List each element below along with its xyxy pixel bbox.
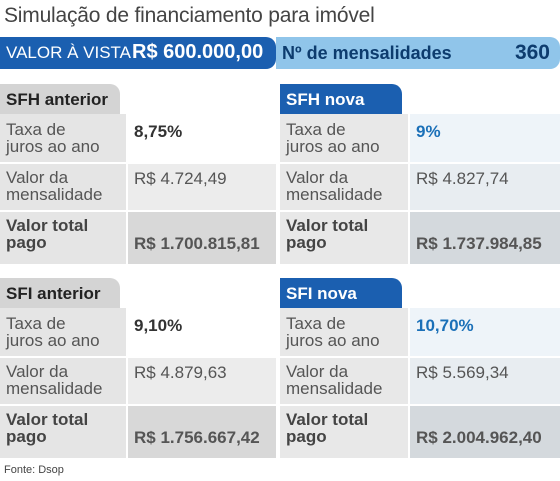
taxa-label: Taxa de juros ao ano xyxy=(0,114,126,162)
source-note: Fonte: Dsop xyxy=(4,464,64,476)
sfh-anterior-tab: SFH anterior xyxy=(0,84,120,114)
valor-a-vista-box: VALOR À VISTA R$ 600.000,00 xyxy=(0,37,276,69)
sfi-anterior-panel: SFI anterior Taxa de juros ao ano 9,10% … xyxy=(0,278,276,458)
sfi-anterior-mensalidade-row: Valor da mensalidade R$ 4.879,63 xyxy=(0,358,276,404)
sfh-nova-panel: SFH nova Taxa de juros ao ano 9% Valor d… xyxy=(280,84,560,264)
sfi-anterior-mensalidade-value: R$ 4.879,63 xyxy=(128,358,276,404)
sfh-nova-mensalidade-row: Valor da mensalidade R$ 4.827,74 xyxy=(280,164,560,210)
sfi-nova-total-row: Valor total pago R$ 2.004.962,40 xyxy=(280,406,560,458)
taxa-label: Taxa de juros ao ano xyxy=(280,308,408,356)
taxa-label: Taxa de juros ao ano xyxy=(280,114,408,162)
mensalidade-label: Valor da mensalidade xyxy=(0,358,126,404)
sfh-nova-taxa-row: Taxa de juros ao ano 9% xyxy=(280,114,560,162)
total-label: Valor total pago xyxy=(280,406,408,458)
sfi-nova-total-value: R$ 2.004.962,40 xyxy=(410,406,560,458)
taxa-label: Taxa de juros ao ano xyxy=(0,308,126,356)
sfh-anterior-panel: SFH anterior Taxa de juros ao ano 8,75% … xyxy=(0,84,276,264)
sfh-nova-mensalidade-value: R$ 4.827,74 xyxy=(410,164,560,210)
sfh-nova-tab: SFH nova xyxy=(280,84,402,114)
total-label: Valor total pago xyxy=(0,406,126,458)
sfi-nova-taxa-value: 10,70% xyxy=(410,308,560,356)
mensalidades-box: Nº de mensalidades 360 xyxy=(276,37,560,69)
sfi-nova-tab: SFI nova xyxy=(280,278,402,308)
summary-bar: VALOR À VISTA R$ 600.000,00 Nº de mensal… xyxy=(0,37,560,69)
sfh-anterior-title: SFH anterior xyxy=(6,90,109,109)
mensalidades-value: 360 xyxy=(514,41,550,64)
sfh-anterior-taxa-value: 8,75% xyxy=(128,114,276,162)
sfh-anterior-total-value: R$ 1.700.815,81 xyxy=(128,212,276,264)
sfh-nova-title: SFH nova xyxy=(286,90,365,109)
sfh-anterior-total-row: Valor total pago R$ 1.700.815,81 xyxy=(0,212,276,264)
page-title: Simulação de financiamento para imóvel xyxy=(4,4,375,27)
sfi-anterior-title: SFI anterior xyxy=(6,284,101,303)
total-label: Valor total pago xyxy=(0,212,126,264)
sfh-anterior-mensalidade-row: Valor da mensalidade R$ 4.724,49 xyxy=(0,164,276,210)
sfh-nova-taxa-value: 9% xyxy=(410,114,560,162)
sfh-nova-total-value: R$ 1.737.984,85 xyxy=(410,212,560,264)
mensalidade-label: Valor da mensalidade xyxy=(0,164,126,210)
total-label: Valor total pago xyxy=(280,212,408,264)
sfi-nova-mensalidade-value: R$ 5.569,34 xyxy=(410,358,560,404)
sfi-nova-panel: SFI nova Taxa de juros ao ano 10,70% Val… xyxy=(280,278,560,458)
sfi-nova-title: SFI nova xyxy=(286,284,357,303)
valor-a-vista-value: R$ 600.000,00 xyxy=(132,41,264,63)
valor-a-vista-label: VALOR À VISTA xyxy=(6,43,132,62)
sfi-anterior-taxa-value: 9,10% xyxy=(128,308,276,356)
mensalidade-label: Valor da mensalidade xyxy=(280,164,408,210)
sfh-anterior-mensalidade-value: R$ 4.724,49 xyxy=(128,164,276,210)
sfh-anterior-taxa-row: Taxa de juros ao ano 8,75% xyxy=(0,114,276,162)
sfi-anterior-total-row: Valor total pago R$ 1.756.667,42 xyxy=(0,406,276,458)
sfi-anterior-taxa-row: Taxa de juros ao ano 9,10% xyxy=(0,308,276,356)
sfh-nova-total-row: Valor total pago R$ 1.737.984,85 xyxy=(280,212,560,264)
sfi-nova-mensalidade-row: Valor da mensalidade R$ 5.569,34 xyxy=(280,358,560,404)
sfi-nova-taxa-row: Taxa de juros ao ano 10,70% xyxy=(280,308,560,356)
mensalidades-label: Nº de mensalidades xyxy=(282,43,452,63)
mensalidade-label: Valor da mensalidade xyxy=(280,358,408,404)
sfi-anterior-total-value: R$ 1.756.667,42 xyxy=(128,406,276,458)
sfi-anterior-tab: SFI anterior xyxy=(0,278,120,308)
